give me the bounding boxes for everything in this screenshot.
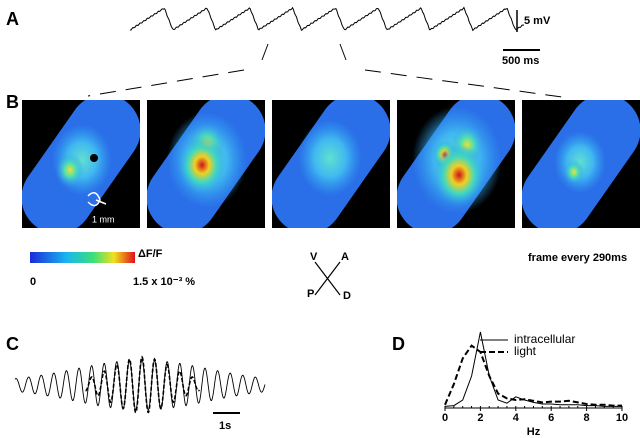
image-frame [147,100,265,228]
panel-label: C [6,334,19,354]
cbar-low: 0 [30,276,36,288]
activity [298,119,362,197]
scale-label: 1s [219,420,231,432]
tissue [272,100,390,228]
tissue [22,100,140,228]
panel-label: D [392,334,405,354]
panel-label: B [6,92,19,112]
x-axis-label: Hz [527,426,541,438]
scale-label: 5 mV [524,15,551,27]
cbar-high: 1.5 x 10⁻³ % [133,276,195,288]
compass-label: P [307,288,314,300]
scale-label: 500 ms [502,55,539,67]
x-tick-label: 10 [616,412,628,424]
x-tick-label: 4 [513,412,520,424]
activity [554,130,606,194]
tissue [147,100,265,228]
scale-label: 1 mm [92,214,115,224]
figure-body: A 5 mV 500 ms B 0 ΔF/F 1.5 x 10⁻³ % fram… [6,9,627,432]
compass-label: V [310,251,318,263]
voltage-trace [130,6,525,32]
activity [433,143,485,207]
frame-note: frame every 290ms [528,252,627,264]
correlogram [85,355,201,414]
tissue [397,100,515,228]
activity [56,153,84,187]
x-tick-label: 0 [442,412,448,424]
activity [564,160,584,184]
colorbar [30,252,135,263]
image-frame [272,100,390,228]
image-frame [397,100,515,228]
x-tick-label: 2 [477,412,483,424]
zoom-lines [87,43,563,98]
legend-label: light [514,344,537,358]
compass-label: D [343,290,351,302]
legend-label: intracellular [514,332,575,346]
image-frame [522,100,640,228]
cbar-title: ΔF/F [138,248,163,260]
tissue [522,100,640,228]
image-frame: 1 mm [22,100,140,232]
activity [178,136,226,194]
electrode [87,192,107,207]
x-tick-label: 6 [548,412,554,424]
panel-label: A [6,9,19,29]
x-tick-label: 8 [584,412,590,424]
series-line [444,331,622,407]
marker [90,154,98,162]
compass-label: A [341,251,349,263]
series-line [444,344,622,407]
compass [314,261,341,296]
